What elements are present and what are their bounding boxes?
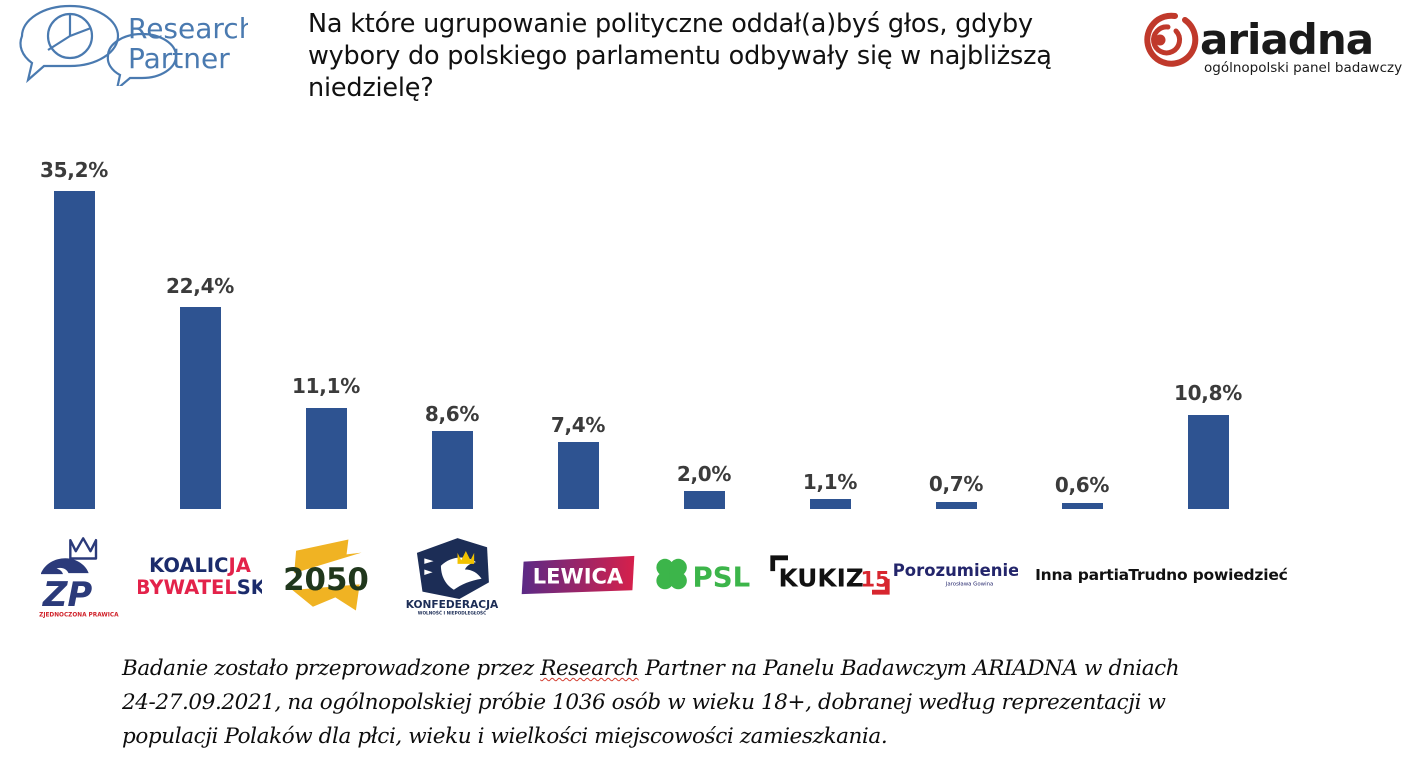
psl-logo-icon: PSL [656,558,751,593]
lewica-logo-icon: LEWICA [521,555,635,595]
bar-zp[interactable] [54,191,95,509]
research-partner-logo-icon: Research Partner [19,4,256,92]
konfederacja-logo-icon: KONFEDERACJA WOLNOŚĆ I NIEPODLEGŁOŚĆ [406,538,499,616]
chart-column: 2,0% PSL [641,100,767,630]
footnote-part2: Partner na Panelu Badawczym ARIADNA w dn… [122,656,1180,749]
axis-label-zp: ZP ZJEDNOCZONA PRAWICA [11,520,137,630]
ko-logo-line1b: JA [227,554,251,577]
research-partner-logo: Research Partner [8,4,256,92]
chart-column: 10,8% Trudno powiedzieć [1128,100,1288,630]
chart-column: 1,1% KUKIZ 15 [767,100,893,630]
chart-column: 0,7% Porozumienie Jarosława Gowina [893,100,1019,630]
chart-column: 11,1% 2050 [263,100,389,630]
bar-ko[interactable] [180,307,221,509]
four-leaf-clover-icon [656,558,687,590]
ko-logo-line2b: SKA [237,576,262,599]
polska2050-logo-icon: 2050 [283,539,369,611]
bar-psl[interactable] [684,491,725,509]
zp-logo-text: ZP [42,575,93,614]
bar-polska2050[interactable] [306,408,347,509]
footnote-spellchecked-word: Research [540,656,639,681]
bar-track [263,100,389,509]
porozumienie-logo-subtext: Jarosława Gowina [945,582,994,588]
bar-inna-partia[interactable] [1062,503,1103,509]
header: Research Partner Na które ugrupowanie po… [0,0,1415,103]
chart-column: 0,6% Inna partia [1019,100,1145,630]
bar-value-label: 22,4% [166,274,234,298]
ko-logo-line1a: KOALIC [149,554,228,577]
chart-column: 22,4% KOALICJA OBYWATELSKA [137,100,263,630]
zp-logo-subtext: ZJEDNOCZONA PRAWICA [39,612,119,618]
bar-kukiz15[interactable] [810,499,851,509]
porozumienie-logo-text: Porozumienie [894,561,1018,580]
bar-value-label: 11,1% [292,374,360,398]
axis-label-ko: KOALICJA OBYWATELSKA [137,520,263,630]
ariadna-logo: ariadna ogólnopolski panel badawczy [1128,8,1406,78]
research-partner-line1: Research [128,12,248,45]
axis-label-inna-partia: Inna partia [1019,520,1145,630]
bar-lewica[interactable] [558,442,599,509]
axis-label-lewica: LEWICA [515,520,641,630]
bar-value-label: 1,1% [802,470,858,494]
axis-label-porozumienie: Porozumienie Jarosława Gowina [893,520,1019,630]
ariadna-spiral-icon [1144,12,1199,67]
page-title: Na które ugrupowanie polityczne oddał(a)… [308,9,1052,103]
chart-column: 35,2% ZP ZJEDNOCZONA PRAWICA [11,100,137,630]
methodology-footnote: Badanie zostało przeprowadzone przez Res… [122,652,1182,754]
ko-logo-icon: KOALICJA OBYWATELSKA [138,554,262,599]
kukiz15-logo-text: KUKIZ [778,563,863,592]
bar-track [641,100,767,509]
axis-label-trudno-powiedziec: Trudno powiedzieć [1128,520,1288,630]
bar-track [137,100,263,509]
psl-logo-text: PSL [693,560,751,593]
bar-chart: 35,2% ZP ZJEDNOCZONA PRAWICA 22,4% KOALI… [0,100,1415,630]
bar-value-label: 0,6% [1054,473,1110,497]
bar-trudno-powiedziec[interactable] [1188,415,1229,509]
kukiz15-logo-number: 15 [861,567,890,591]
bar-track [11,100,137,509]
ariadna-tagline: ogólnopolski panel badawczy [1204,60,1402,76]
research-partner-line2: Partner [128,42,230,75]
svg-text:KOALICJA: KOALICJA [149,554,251,577]
konfederacja-logo-subtext: WOLNOŚĆ I NIEPODLEGŁOŚĆ [418,610,486,616]
axis-label-text: Trudno powiedzieć [1128,566,1288,584]
konfederacja-logo-text: KONFEDERACJA [406,598,499,611]
axis-label-polska2050: 2050 [263,520,389,630]
kukiz15-logo-icon: KUKIZ 15 [770,555,890,595]
bar-track [515,100,641,509]
zp-logo-icon: ZP ZJEDNOCZONA PRAWICA [39,537,119,618]
footnote-part1: Badanie zostało przeprowadzone przez [122,656,541,681]
svg-text:OBYWATELSKA: OBYWATELSKA [138,576,262,599]
bar-value-label: 10,8% [1174,381,1242,405]
bar-track [389,100,515,509]
bar-value-label: 35,2% [40,158,108,182]
bar-value-label: 0,7% [928,472,984,496]
bar-konfederacja[interactable] [432,431,473,509]
polska2050-logo-text: 2050 [283,562,369,598]
bar-porozumienie[interactable] [936,502,977,509]
bar-value-label: 7,4% [550,413,606,437]
bar-track [767,100,893,509]
lewica-logo-text: LEWICA [533,565,624,589]
bar-value-label: 2,0% [676,462,732,486]
axis-label-psl: PSL [641,520,767,630]
porozumienie-logo-icon: Porozumienie Jarosława Gowina [894,561,1018,588]
ariadna-wordmark: ariadna [1200,15,1373,64]
chart-column: 7,4% LEWICA [515,100,641,630]
chart-column: 8,6% KONFEDERACJA WOLNOŚĆ I NIEPODLEGŁOŚ… [389,100,515,630]
axis-label-text: Inna partia [1035,566,1129,584]
bar-track [1145,100,1271,509]
bar-track [893,100,1019,509]
axis-label-kukiz15: KUKIZ 15 [767,520,893,630]
bar-track [1019,100,1145,509]
axis-label-konfederacja: KONFEDERACJA WOLNOŚĆ I NIEPODLEGŁOŚĆ [389,520,515,630]
bar-value-label: 8,6% [424,402,480,426]
ariadna-logo-icon: ariadna ogólnopolski panel badawczy [1144,12,1402,76]
ko-logo-line2a: OBYWATEL [138,576,237,599]
